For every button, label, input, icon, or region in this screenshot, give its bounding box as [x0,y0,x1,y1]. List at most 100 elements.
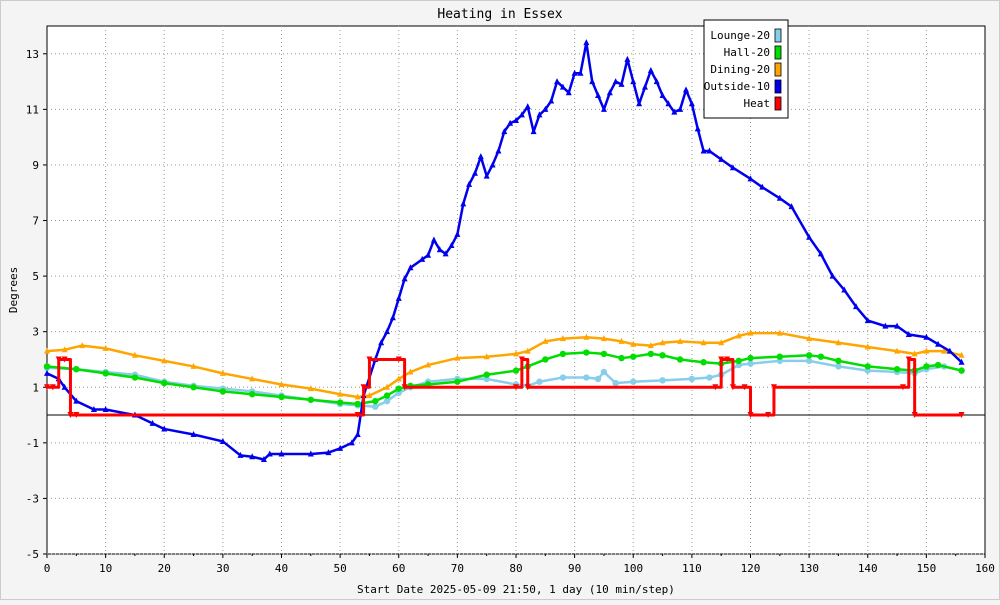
data-point [805,357,813,365]
data-point [90,405,97,412]
x-axis-label: Start Date 2025-05-09 21:50, 1 day (10 m… [357,583,675,596]
data-point [747,354,754,362]
x-tick-label: 0 [44,562,51,575]
data-point [460,200,467,207]
data-point [278,393,285,401]
data-point [589,78,596,85]
data-point [718,339,725,346]
data-point [893,366,901,373]
y-tick-label: -1 [26,437,39,450]
x-tick-label: 60 [392,562,405,575]
data-point [219,369,226,376]
data-point [483,172,490,179]
data-point [911,350,918,357]
data-point [735,332,742,339]
series-line [46,41,963,461]
data-point [671,108,678,115]
legend-box [703,19,789,119]
series-line [47,357,962,417]
data-point [724,356,731,363]
x-tick-label: 70 [451,562,464,575]
data-point [483,353,490,360]
data-point [102,344,109,351]
data-point [882,322,889,329]
data-point [307,450,314,457]
data-point [700,339,707,346]
data-point [513,384,519,391]
data-point [612,78,619,85]
y-axis-label: Degrees [7,267,20,313]
data-point [806,335,813,342]
data-point [729,384,736,391]
x-tick-label: 90 [568,562,581,575]
data-point [395,375,402,382]
data-point [770,384,777,391]
y-tick-label: 5 [32,270,39,283]
data-point [659,352,666,359]
data-point [712,384,719,391]
data-point [79,342,86,349]
data-point [911,412,918,419]
data-point [618,80,625,87]
x-tick-label: 100 [623,562,643,575]
x-tick-label: 130 [799,562,819,575]
data-point [747,175,754,182]
data-point [395,385,402,392]
data-point [248,391,256,398]
series-line [46,331,962,399]
data-point [43,363,51,370]
data-point [73,412,80,419]
legend-label: Heat [744,97,771,110]
data-point [958,367,965,374]
data-point [571,69,578,76]
data-point [524,384,531,391]
x-tick-label: 120 [741,562,761,575]
data-point [624,55,631,62]
data-point [934,361,942,369]
data-point [501,128,508,135]
data-point [817,250,824,257]
data-point [518,111,525,118]
legend-label: Dining-20 [710,63,770,76]
data-point [735,357,742,365]
data-point [630,340,637,347]
data-point [401,275,408,282]
data-point [161,425,168,432]
data-point [958,412,965,419]
data-point [835,363,842,370]
data-point [647,342,654,349]
data-point [249,453,256,460]
data-point [583,333,590,340]
data-point [683,86,690,93]
data-point [477,153,484,160]
data-point [718,356,725,363]
data-point [366,392,373,399]
data-point [372,397,379,405]
data-point [61,356,68,363]
data-point [940,347,947,354]
data-point [583,349,590,356]
data-point [542,105,549,112]
data-point [354,412,361,419]
data-point [636,100,643,107]
data-point [718,155,725,162]
x-tick-label: 30 [216,562,229,575]
data-point [647,66,654,73]
data-point [747,329,754,336]
data-point [466,180,473,187]
series-dining-20 [44,329,965,400]
data-point [102,405,109,412]
data-point [729,164,736,171]
data-point [700,147,707,154]
data-point [805,352,813,359]
data-point [641,83,648,90]
data-point [659,377,666,384]
data-point [559,83,566,90]
data-point [788,203,795,210]
data-point [278,380,285,387]
data-point [495,147,502,154]
data-point [383,392,391,399]
data-point [44,347,50,354]
